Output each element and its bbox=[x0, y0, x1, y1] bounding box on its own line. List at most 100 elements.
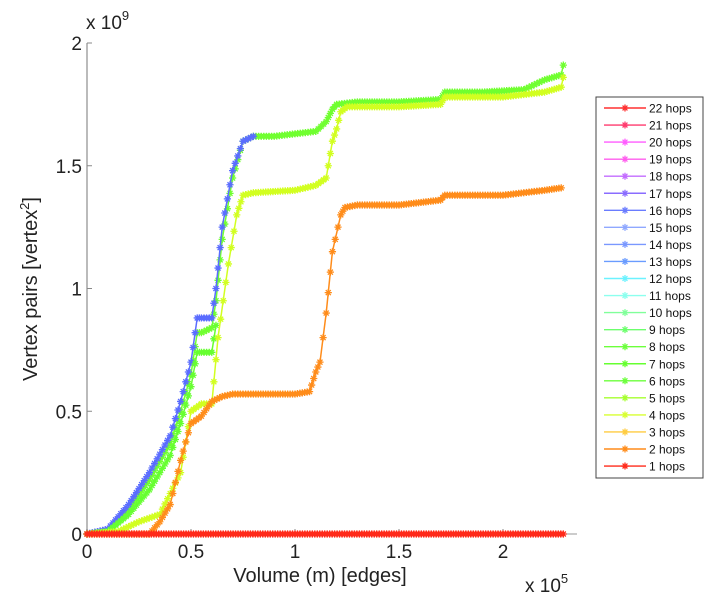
legend-label: 2 hops bbox=[649, 443, 685, 457]
data-point bbox=[164, 505, 172, 513]
data-point bbox=[158, 453, 166, 461]
data-point bbox=[437, 100, 445, 108]
data-point bbox=[331, 235, 339, 243]
x-tick-label: 1 bbox=[290, 542, 301, 563]
data-point bbox=[239, 137, 247, 145]
data-point bbox=[337, 211, 345, 219]
data-point bbox=[217, 315, 225, 323]
legend-marker-icon bbox=[621, 206, 629, 214]
data-point bbox=[233, 211, 241, 219]
data-point bbox=[179, 447, 187, 455]
data-point bbox=[197, 412, 205, 420]
x-ticks: 0 0.5 1 1.5 2 bbox=[82, 529, 508, 563]
data-point bbox=[522, 84, 530, 93]
series-4-hops bbox=[83, 73, 567, 538]
data-point bbox=[187, 358, 195, 366]
data-point bbox=[221, 209, 229, 217]
legend-label: 18 hops bbox=[649, 170, 692, 184]
legend-marker-icon bbox=[621, 138, 629, 146]
data-point bbox=[145, 514, 153, 522]
data-point bbox=[153, 462, 161, 470]
data-point bbox=[322, 117, 330, 126]
data-point bbox=[559, 73, 567, 81]
data-point bbox=[324, 113, 332, 122]
data-point bbox=[214, 334, 222, 342]
legend-label: 9 hops bbox=[649, 323, 685, 337]
data-point bbox=[208, 397, 216, 406]
legend-item: 15 hops bbox=[604, 221, 692, 235]
data-point bbox=[171, 435, 179, 444]
legend-item: 10 hops bbox=[604, 306, 692, 320]
data-point bbox=[339, 207, 347, 215]
data-point bbox=[112, 516, 120, 524]
data-point bbox=[164, 456, 172, 464]
data-point bbox=[143, 515, 151, 523]
legend-marker-icon bbox=[621, 223, 629, 231]
data-point bbox=[153, 473, 161, 481]
legend-item: 16 hops bbox=[604, 204, 692, 218]
data-point bbox=[314, 125, 322, 133]
data-point bbox=[127, 496, 135, 505]
data-point bbox=[156, 450, 164, 458]
data-point bbox=[326, 149, 334, 158]
data-point bbox=[187, 383, 195, 391]
legend: 22 hops 21 hops 20 hops 19 hops 18 hops 17 ho… bbox=[595, 96, 704, 479]
data-point bbox=[148, 464, 156, 472]
data-point bbox=[177, 407, 185, 415]
data-point bbox=[189, 343, 197, 352]
data-point bbox=[545, 74, 553, 83]
data-point bbox=[223, 195, 231, 203]
data-point bbox=[122, 504, 130, 512]
data-point bbox=[166, 439, 174, 447]
data-point bbox=[326, 109, 334, 117]
legend-item: 13 hops bbox=[604, 255, 692, 269]
legend-marker-icon bbox=[621, 155, 629, 163]
data-point bbox=[541, 76, 549, 84]
data-point bbox=[550, 73, 558, 81]
data-point bbox=[214, 276, 222, 284]
data-point bbox=[135, 518, 143, 526]
data-point bbox=[171, 478, 179, 487]
data-point bbox=[227, 243, 235, 252]
legend-label: 13 hops bbox=[649, 255, 692, 269]
data-point bbox=[538, 77, 546, 85]
data-point bbox=[214, 264, 222, 272]
series-line bbox=[86, 135, 254, 535]
legend-item: 7 hops bbox=[604, 357, 685, 371]
data-point bbox=[177, 419, 185, 428]
data-point bbox=[119, 507, 127, 515]
data-point bbox=[174, 427, 182, 436]
data-point bbox=[305, 388, 314, 396]
legend-item: 9 hops bbox=[604, 323, 685, 337]
data-point bbox=[208, 348, 216, 356]
series-line bbox=[86, 325, 217, 535]
data-point bbox=[164, 436, 172, 445]
legend-label: 7 hops bbox=[649, 357, 685, 371]
data-point bbox=[119, 511, 127, 519]
data-point bbox=[191, 329, 199, 337]
data-point bbox=[528, 82, 536, 90]
legend-marker-icon bbox=[621, 326, 629, 334]
data-point bbox=[145, 469, 153, 477]
data-point bbox=[189, 371, 197, 379]
data-point bbox=[132, 488, 140, 497]
data-point bbox=[328, 248, 337, 256]
data-point bbox=[153, 455, 161, 463]
data-point bbox=[158, 464, 166, 472]
data-point bbox=[212, 356, 220, 364]
data-point bbox=[164, 444, 172, 452]
data-point bbox=[130, 492, 138, 501]
data-point bbox=[314, 363, 322, 371]
data-point bbox=[177, 397, 185, 406]
legend-marker-icon bbox=[621, 428, 629, 436]
data-point bbox=[169, 423, 177, 431]
data-point bbox=[324, 162, 332, 170]
data-point bbox=[169, 443, 177, 452]
data-point bbox=[135, 484, 143, 493]
data-point bbox=[552, 84, 561, 93]
data-point bbox=[125, 523, 133, 531]
data-point bbox=[322, 174, 330, 182]
data-point bbox=[143, 489, 151, 497]
data-point bbox=[184, 368, 192, 376]
data-point bbox=[320, 120, 328, 128]
